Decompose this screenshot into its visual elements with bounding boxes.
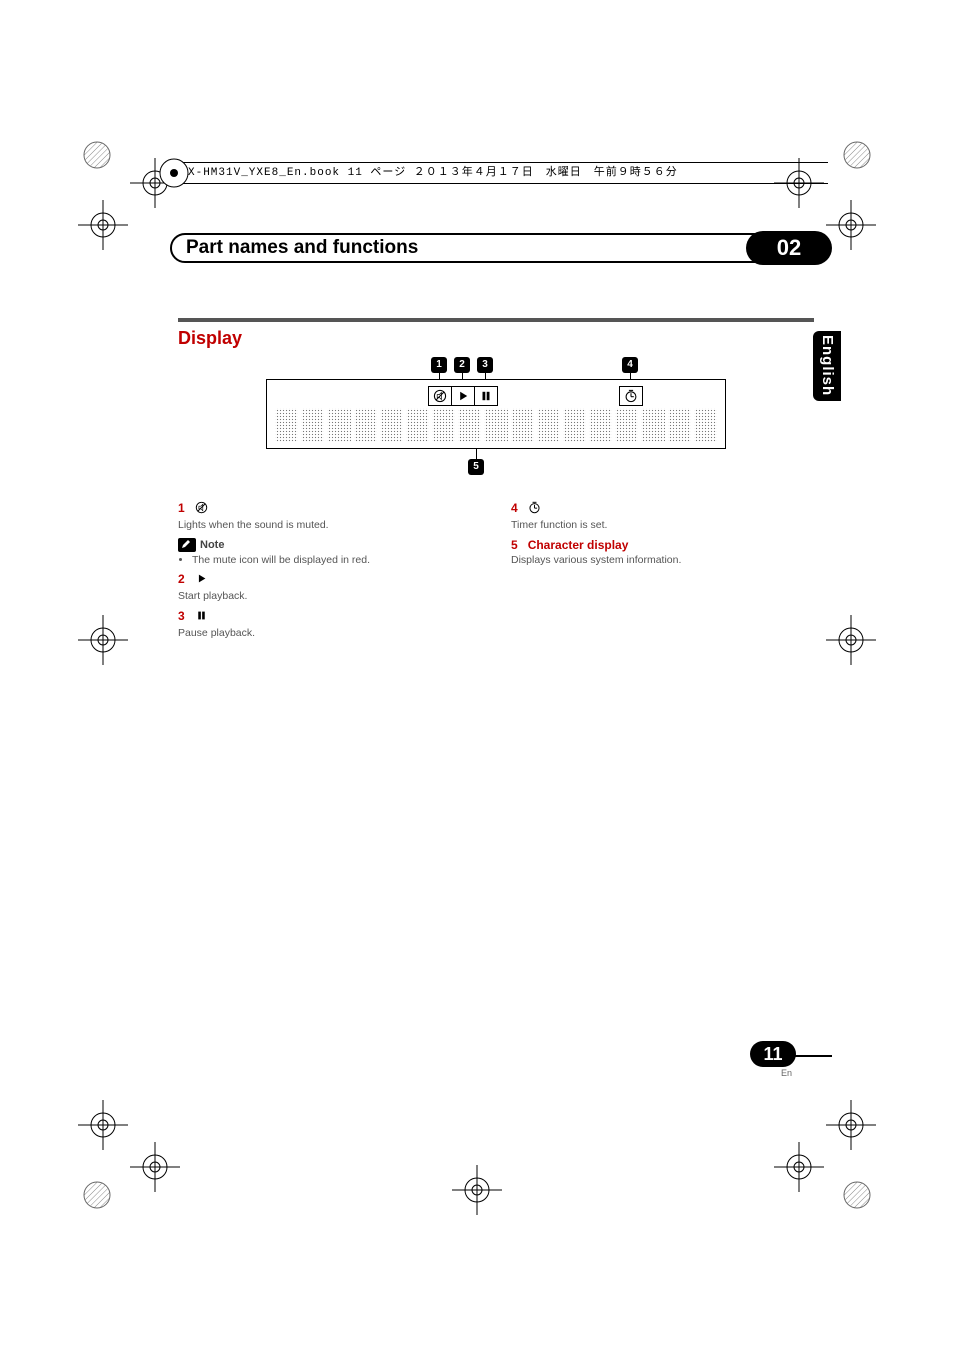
crosshair-tr2 bbox=[826, 200, 876, 250]
timer-icon bbox=[528, 501, 541, 517]
left-column: 1 Lights when the sound is muted. Note The … bbox=[178, 497, 481, 647]
description-columns: 1 Lights when the sound is muted. Note The … bbox=[178, 497, 814, 647]
reg-mark-bl bbox=[82, 1180, 112, 1210]
chapter-header: Part names and functions 02 bbox=[170, 233, 830, 265]
timer-icon bbox=[619, 386, 643, 406]
callout-3: 3 bbox=[477, 357, 493, 373]
note-item: The mute icon will be displayed in red. bbox=[192, 554, 481, 566]
reg-mark-tl bbox=[82, 140, 112, 170]
play-icon bbox=[451, 386, 475, 406]
item-number: 2 bbox=[178, 572, 185, 586]
item-body-3: Pause playback. bbox=[178, 626, 481, 640]
item-number: 1 bbox=[178, 501, 185, 515]
item-head-3: 3 bbox=[178, 609, 481, 625]
crosshair-br bbox=[774, 1142, 824, 1192]
crosshair-bl2 bbox=[78, 1100, 128, 1150]
callout-5: 5 bbox=[468, 459, 484, 475]
right-column: 4 Timer function is set. 5 Character displa… bbox=[511, 497, 814, 647]
page-number-area: 11 En bbox=[746, 1041, 832, 1073]
pause-icon bbox=[195, 609, 208, 625]
item-head-1: 1 bbox=[178, 501, 481, 517]
chapter-number-badge: 02 bbox=[746, 231, 832, 265]
display-figure: 123 4 5 bbox=[266, 357, 726, 477]
crosshair-bl bbox=[130, 1142, 180, 1192]
crosshair-bc bbox=[452, 1165, 502, 1215]
character-display-area bbox=[275, 408, 717, 442]
note-label: Note bbox=[200, 539, 224, 551]
section-rule bbox=[178, 318, 814, 322]
item-title: Character display bbox=[528, 538, 629, 552]
item-body-5: Displays various system information. bbox=[511, 553, 814, 567]
note-icon bbox=[178, 538, 196, 552]
source-file-text: X-HM31V_YXE8_En.book 11 ページ ２０１３年４月１７日 水… bbox=[188, 167, 678, 179]
language-tab: English bbox=[813, 331, 841, 401]
section-title: Display bbox=[178, 328, 814, 349]
item-head-2: 2 bbox=[178, 572, 481, 588]
page-lang: En bbox=[746, 1068, 832, 1078]
item-head-5: 5 Character display bbox=[511, 538, 814, 552]
mute-icon bbox=[428, 386, 452, 406]
page: X-HM31V_YXE8_En.book 11 ページ ２０１３年４月１７日 水… bbox=[0, 0, 954, 1350]
page-number: 11 bbox=[750, 1041, 796, 1067]
item-number: 4 bbox=[511, 501, 518, 515]
callout-1: 1 bbox=[431, 357, 447, 373]
play-icon bbox=[195, 572, 208, 588]
content-area: Display 1234 5 1Lights when the sound is… bbox=[178, 318, 814, 647]
item-body-4: Timer function is set. bbox=[511, 518, 814, 532]
item-head-4: 4 bbox=[511, 501, 814, 517]
source-file-strip: X-HM31V_YXE8_En.book 11 ページ ２０１３年４月１７日 水… bbox=[170, 162, 828, 184]
item-body-2: Start playback. bbox=[178, 589, 481, 603]
chapter-title: Part names and functions bbox=[186, 235, 418, 261]
item-number: 5 bbox=[511, 538, 518, 552]
note-list: The mute icon will be displayed in red. bbox=[192, 554, 481, 566]
callout-4: 4 bbox=[622, 357, 638, 373]
callout-2: 2 bbox=[454, 357, 470, 373]
reg-mark-tr bbox=[842, 140, 872, 170]
display-panel bbox=[266, 379, 726, 449]
crosshair-tl2 bbox=[78, 200, 128, 250]
item-body-1: Lights when the sound is muted. bbox=[178, 518, 481, 532]
item-number: 3 bbox=[178, 609, 185, 623]
crosshair-ml bbox=[78, 615, 128, 665]
mute-icon bbox=[195, 501, 208, 517]
pause-icon bbox=[474, 386, 498, 406]
crosshair-br2 bbox=[826, 1100, 876, 1150]
reg-mark-br bbox=[842, 1180, 872, 1210]
crosshair-mr bbox=[826, 615, 876, 665]
